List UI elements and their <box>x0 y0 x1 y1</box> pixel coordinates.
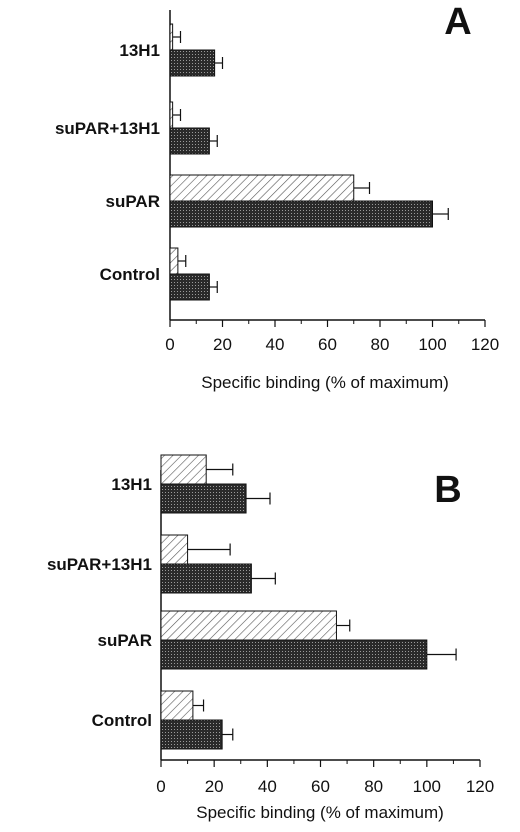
bar <box>169 273 210 301</box>
bar <box>169 200 433 228</box>
x-tick-label: 60 <box>311 777 330 796</box>
x-tick-label: 120 <box>471 335 499 354</box>
x-tick-label: 80 <box>364 777 383 796</box>
chart-panel-b: B 13H1 suPAR+13H1 suPAR Control 0 20 40 60 80 10… <box>47 454 494 822</box>
bar <box>160 610 337 641</box>
bar <box>169 23 174 51</box>
category-label: 13H1 <box>111 475 152 494</box>
x-ticks: 0 20 40 60 80 100 120 <box>165 320 499 354</box>
bars-group <box>160 454 457 750</box>
chart-panel-a: A 13H1 suPAR+13H1 suPAR Control 0 20 40 60 80 10… <box>55 1 499 392</box>
category-label: Control <box>92 711 152 730</box>
category-labels: 13H1 suPAR+13H1 suPAR Control <box>55 41 160 284</box>
category-label: 13H1 <box>119 41 160 60</box>
bar <box>169 247 179 275</box>
bar <box>160 563 252 594</box>
x-tick-label: 60 <box>318 335 337 354</box>
x-axis-label: Specific binding (% of maximum) <box>201 373 449 392</box>
x-tick-label: 100 <box>418 335 446 354</box>
panel-label-a: A <box>444 1 471 43</box>
x-tick-label: 100 <box>413 777 441 796</box>
category-label: suPAR+13H1 <box>55 119 160 138</box>
bar <box>160 534 189 565</box>
x-tick-label: 0 <box>156 777 165 796</box>
x-tick-label: 40 <box>258 777 277 796</box>
x-axis-label: Specific binding (% of maximum) <box>196 803 444 822</box>
bars-group <box>169 23 449 301</box>
category-label: Control <box>100 265 160 284</box>
category-label: suPAR <box>106 192 160 211</box>
panel-label-b: B <box>434 469 461 511</box>
category-labels: 13H1 suPAR+13H1 suPAR Control <box>47 475 152 730</box>
bar <box>160 454 207 485</box>
x-tick-label: 120 <box>466 777 494 796</box>
bar <box>160 483 247 514</box>
category-label: suPAR <box>98 631 152 650</box>
bar <box>160 690 194 721</box>
bar <box>169 49 216 77</box>
x-tick-label: 40 <box>266 335 285 354</box>
x-tick-label: 20 <box>213 335 232 354</box>
bar <box>160 719 223 750</box>
bar <box>169 101 174 129</box>
bar <box>169 127 210 155</box>
bar <box>160 639 428 670</box>
x-tick-label: 20 <box>205 777 224 796</box>
bar <box>169 174 355 202</box>
x-ticks: 0 20 40 60 80 100 120 <box>156 760 494 796</box>
x-tick-label: 0 <box>165 335 174 354</box>
x-tick-label: 80 <box>371 335 390 354</box>
category-label: suPAR+13H1 <box>47 555 152 574</box>
